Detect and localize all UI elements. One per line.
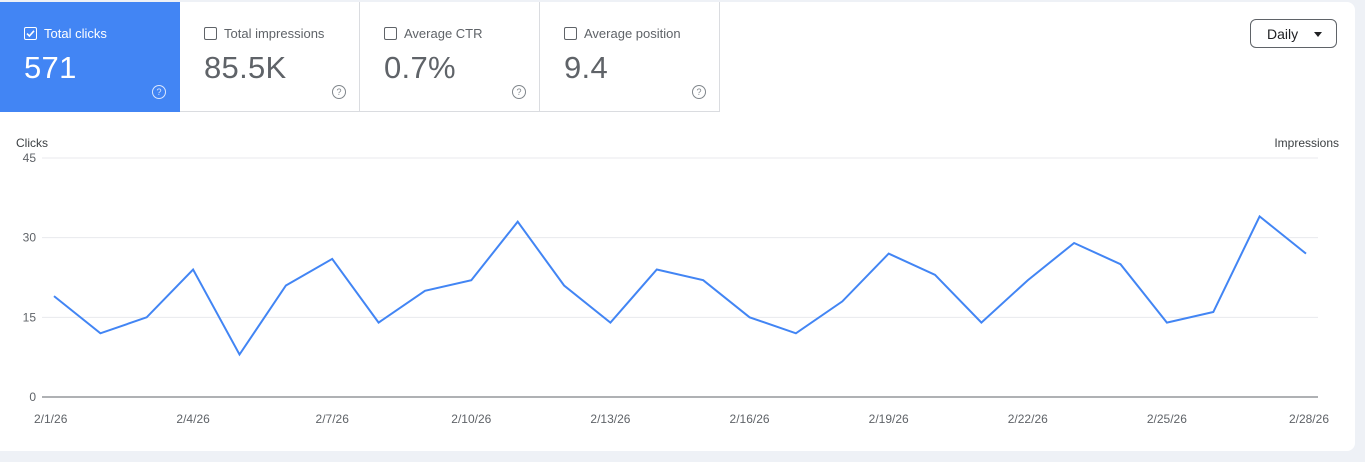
- x-tick-label: 2/10/26: [451, 412, 491, 426]
- y-axis-title-right: Impressions: [1274, 136, 1339, 150]
- metric-value: 0.7%: [384, 50, 456, 85]
- period-dropdown-label: Daily: [1267, 25, 1299, 42]
- metric-total-impressions[interactable]: Total impressions 85.5K ?: [180, 2, 360, 112]
- metric-tabs: Total clicks 571 ? Total impressions 85.…: [0, 2, 720, 112]
- line-chart: 0 15 30 45 2/1/26 2/4/26 2/7/26 2/10/26 2/13/26 2…: [23, 151, 1330, 426]
- metric-header: Total clicks: [24, 26, 107, 41]
- metric-header: Total impressions: [204, 26, 324, 41]
- y-tick-label: 45: [23, 151, 37, 165]
- performance-card: Total clicks 571 ? Total impressions 85.…: [0, 2, 1355, 451]
- x-tick-label: 2/25/26: [1147, 412, 1187, 426]
- x-tick-label: 2/16/26: [730, 412, 770, 426]
- period-dropdown[interactable]: Daily: [1250, 19, 1337, 48]
- checkbox-unchecked-icon[interactable]: [384, 27, 397, 40]
- metric-label: Average CTR: [404, 26, 483, 41]
- metric-value: 85.5K: [204, 50, 287, 85]
- help-icon[interactable]: ?: [152, 85, 166, 99]
- x-tick-label: 2/4/26: [176, 412, 210, 426]
- metric-header: Average position: [564, 26, 681, 41]
- help-icon[interactable]: ?: [332, 85, 346, 99]
- checkbox-checked-icon[interactable]: [24, 27, 37, 40]
- y-tick-label: 15: [23, 310, 37, 324]
- checkbox-unchecked-icon[interactable]: [204, 27, 217, 40]
- metric-value: 9.4: [564, 50, 608, 85]
- x-tick-label: 2/7/26: [316, 412, 350, 426]
- metric-total-clicks[interactable]: Total clicks 571 ?: [0, 2, 180, 112]
- help-icon[interactable]: ?: [692, 85, 706, 99]
- chevron-down-icon: [1314, 32, 1322, 37]
- x-tick-label: 2/28/26: [1289, 412, 1329, 426]
- metric-label: Average position: [584, 26, 681, 41]
- y-tick-label: 0: [29, 390, 36, 404]
- series-line: [53, 214, 1307, 357]
- x-tick-label: 2/1/26: [34, 412, 68, 426]
- metric-label: Total impressions: [224, 26, 325, 41]
- metric-average-ctr[interactable]: Average CTR 0.7% ?: [360, 2, 540, 112]
- metric-value: 571: [24, 50, 77, 85]
- checkbox-unchecked-icon[interactable]: [564, 27, 577, 40]
- metric-header: Average CTR: [384, 26, 483, 41]
- y-axis-title-left: Clicks: [16, 136, 48, 150]
- help-icon[interactable]: ?: [512, 85, 526, 99]
- metric-label: Total clicks: [44, 26, 107, 41]
- x-tick-label: 2/13/26: [590, 412, 630, 426]
- x-tick-label: 2/22/26: [1008, 412, 1048, 426]
- metric-average-position[interactable]: Average position 9.4 ?: [540, 2, 720, 112]
- y-tick-label: 30: [23, 231, 37, 245]
- x-tick-label: 2/19/26: [869, 412, 909, 426]
